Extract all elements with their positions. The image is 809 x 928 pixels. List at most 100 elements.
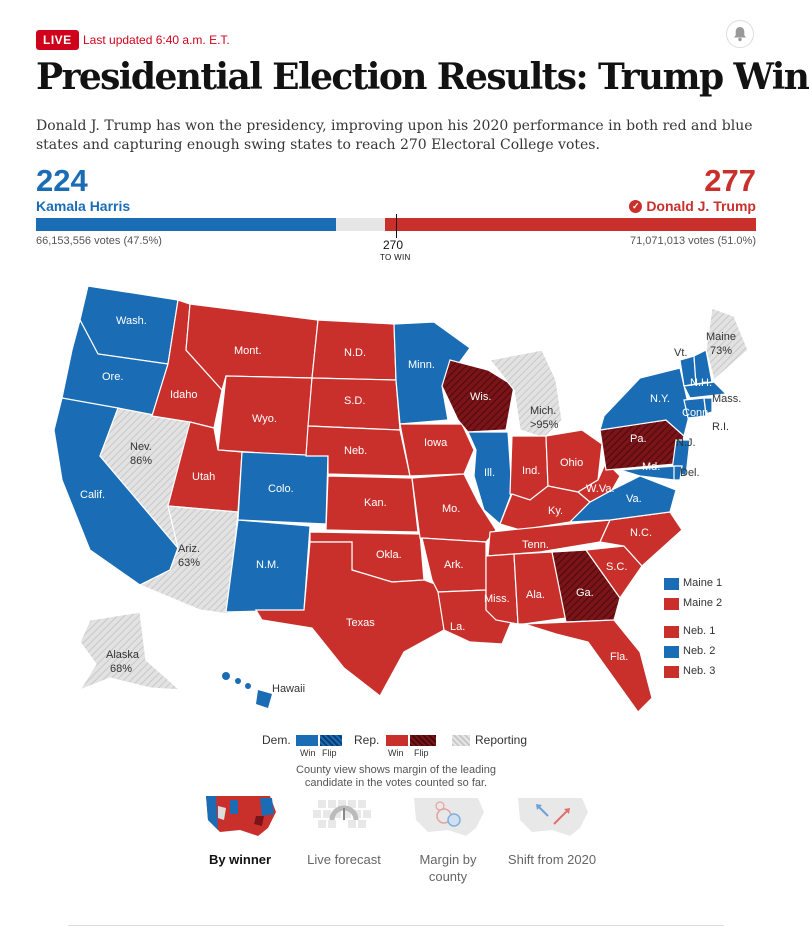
state-minn[interactable] — [393, 321, 471, 425]
state-wva[interactable] — [576, 460, 621, 503]
label-ark: Ark. — [444, 559, 464, 571]
state-maine[interactable] — [705, 307, 749, 382]
label-maine-pct: 73% — [710, 345, 732, 357]
state-ny[interactable] — [599, 367, 691, 438]
rep-bar-fill — [385, 218, 756, 231]
label-alaska-pct: 68% — [110, 663, 132, 675]
label-va: Va. — [626, 493, 642, 505]
district-label: Neb. 3 — [683, 665, 716, 677]
state-miss[interactable] — [485, 553, 519, 625]
threshold-marker — [396, 214, 397, 238]
label-la: La. — [450, 621, 465, 633]
state-ri[interactable] — [703, 397, 713, 415]
key-dem-win-label: Win — [300, 748, 316, 758]
state-mo[interactable] — [411, 473, 497, 543]
view-shift-from-2020[interactable]: Shift from 2020 — [506, 790, 598, 868]
view-label: Margin by county — [419, 852, 477, 884]
rep-electoral-votes: 277 — [704, 163, 756, 198]
label-nev: Nev. — [130, 441, 152, 453]
district-label: Maine 2 — [683, 597, 723, 609]
key-dem-flip-label: Flip — [322, 748, 337, 758]
key-dem-flip — [320, 735, 342, 746]
view-by-winner[interactable]: By winner — [194, 790, 286, 868]
label-sd: S.D. — [344, 395, 365, 407]
state-conn[interactable] — [683, 397, 707, 419]
label-mo: Mo. — [442, 503, 460, 515]
label-alaska: Alaska — [106, 649, 140, 661]
label-nd: N.D. — [344, 347, 366, 359]
label-ga: Ga. — [576, 587, 594, 599]
state-tenn[interactable] — [487, 519, 611, 557]
page-title: Presidential Election Results: Trump Win… — [36, 56, 809, 98]
label-nj: N.J. — [676, 437, 696, 449]
label-fla: Fla. — [610, 651, 628, 663]
label-mich-pct: >95% — [530, 419, 559, 431]
key-dem-win — [296, 735, 318, 746]
threshold-label: TO WIN — [380, 253, 411, 262]
state-kan[interactable] — [325, 475, 419, 533]
state-iowa[interactable] — [399, 423, 475, 477]
label-utah: Utah — [192, 471, 215, 483]
live-badge: LIVE — [36, 30, 79, 50]
label-neb: Neb. — [344, 445, 367, 457]
divider — [68, 925, 724, 926]
state-alaska[interactable] — [78, 611, 182, 692]
view-live-forecast[interactable]: Live forecast — [298, 790, 390, 868]
label-colo: Colo. — [268, 483, 294, 495]
state-ill[interactable] — [467, 431, 513, 526]
state-fla[interactable] — [523, 619, 653, 713]
view-label: Shift from 2020 — [507, 852, 597, 867]
label-kan: Kan. — [364, 497, 387, 509]
key-reporting-swatch — [452, 735, 470, 746]
label-del: Del. — [680, 467, 700, 479]
label-ny: N.Y. — [650, 393, 670, 405]
label-wva: W.Va. — [586, 483, 615, 495]
label-maine: Maine — [706, 331, 736, 343]
key-rep-win — [386, 735, 408, 746]
label-tenn: Tenn. — [522, 539, 549, 551]
label-nev-pct: 86% — [130, 455, 152, 467]
bell-icon[interactable] — [726, 20, 754, 48]
shift-arrows-icon — [518, 798, 588, 836]
label-nc: N.C. — [630, 527, 652, 539]
label-idaho: Idaho — [170, 389, 198, 401]
key-rep: Rep. — [354, 733, 380, 747]
district-swatch — [664, 666, 679, 678]
state-mich[interactable] — [488, 349, 563, 439]
winner-map-icon — [206, 796, 276, 836]
label-hawaii: Hawaii — [272, 683, 305, 695]
state-del[interactable] — [673, 465, 683, 481]
district-swatch — [664, 598, 679, 610]
view-label: Live forecast — [307, 852, 381, 867]
label-ariz-pct: 63% — [178, 557, 200, 569]
state-wis[interactable] — [441, 359, 515, 433]
state-ala[interactable] — [513, 551, 567, 625]
rep-candidate: ✓ Donald J. Trump — [629, 198, 756, 214]
state-hawaii[interactable] — [222, 672, 272, 708]
forecast-gauge-icon — [313, 800, 371, 828]
winner-check-icon: ✓ — [629, 199, 643, 213]
bubble-map-icon — [414, 798, 484, 836]
last-updated: Last updated 6:40 a.m. E.T. — [83, 33, 230, 47]
label-texas: Texas — [346, 617, 375, 629]
dem-bar-fill — [36, 218, 336, 231]
results-map[interactable]: Wash. Ore. Calif. Nev. 86% Idaho Mont. W… — [0, 280, 809, 720]
county-view-note: County view shows margin of the leading … — [296, 764, 496, 789]
state-texas[interactable] — [254, 541, 445, 697]
label-nh: N.H. — [690, 377, 712, 389]
view-margin-by-county[interactable]: Margin by county — [402, 790, 494, 885]
label-conn: Conn. — [682, 407, 711, 419]
summary-text: Donald J. Trump has won the presidency, … — [36, 118, 753, 153]
state-mass[interactable] — [683, 381, 728, 399]
label-mass: Mass. — [712, 393, 741, 405]
label-wash: Wash. — [116, 315, 147, 327]
label-ill: Ill. — [484, 467, 495, 479]
label-minn: Minn. — [408, 359, 435, 371]
label-mont: Mont. — [234, 345, 262, 357]
label-iowa: Iowa — [424, 437, 448, 449]
state-ga[interactable] — [551, 549, 621, 623]
label-miss: Miss. — [484, 593, 510, 605]
label-pa: Pa. — [630, 433, 647, 445]
key-rep-flip — [410, 735, 436, 746]
state-neb[interactable] — [305, 425, 411, 477]
